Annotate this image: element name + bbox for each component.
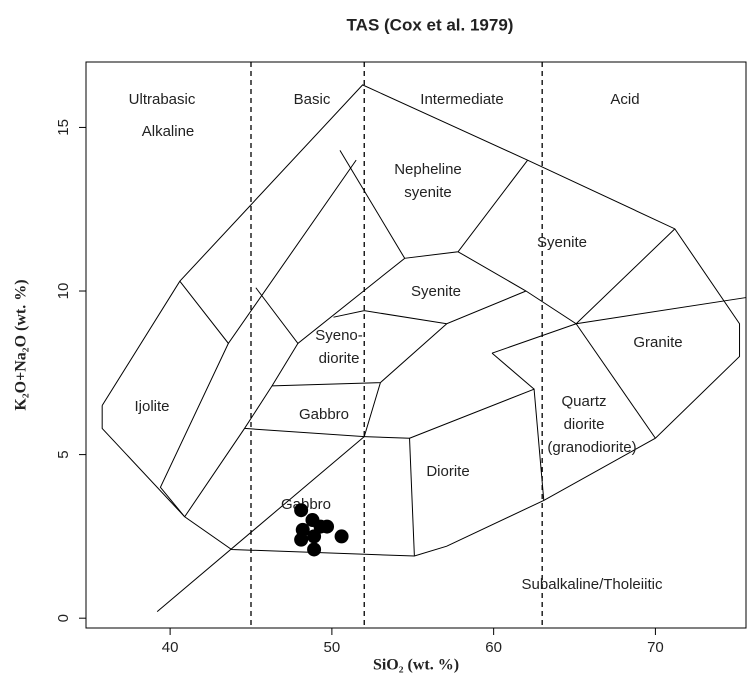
field-label: Ultrabasic xyxy=(129,91,196,108)
field-label: Gabbro xyxy=(299,406,349,423)
field-label: Nepheline xyxy=(394,161,462,178)
field-boundary xyxy=(101,84,741,557)
x-axis-label: SiO₂ (wt. %) xyxy=(373,657,459,674)
y-tick-label: 10 xyxy=(55,283,72,300)
y-tick-label: 0 xyxy=(55,614,72,622)
field-label: Intermediate xyxy=(420,91,503,108)
field-label: (granodiorite) xyxy=(547,439,636,456)
field-boundary xyxy=(457,228,676,325)
field-label: Alkaline xyxy=(142,123,195,140)
field-boundary xyxy=(409,388,545,501)
field-label: Quartz xyxy=(561,393,606,410)
field-boundary xyxy=(333,290,527,325)
field-boundary xyxy=(184,343,299,518)
chart-title: TAS (Cox et al. 1979) xyxy=(347,15,514,34)
data-point xyxy=(294,532,309,547)
field-boundary xyxy=(159,343,229,518)
field-label: Syenite xyxy=(411,283,461,300)
field-label: Diorite xyxy=(426,463,469,480)
field-label: Basic xyxy=(294,91,331,108)
field-boundary xyxy=(179,159,357,345)
field-boundary xyxy=(255,159,529,345)
plot-frame xyxy=(85,61,747,629)
field-label: Acid xyxy=(610,91,639,108)
field-boundary xyxy=(364,436,415,557)
y-tick-label: 5 xyxy=(55,450,72,458)
field-label: Granite xyxy=(633,334,682,351)
data-point xyxy=(307,542,322,557)
y-tick-label: 15 xyxy=(55,119,72,136)
field-label: diorite xyxy=(564,416,605,433)
field-boundary xyxy=(575,323,656,439)
x-tick-label: 70 xyxy=(647,639,664,656)
field-label: Ijolite xyxy=(134,398,169,415)
field-boundary xyxy=(491,352,535,390)
x-tick-label: 60 xyxy=(485,639,502,656)
data-point xyxy=(294,503,309,518)
y-axis-label: K₂O+Na₂O (wt. %) xyxy=(13,279,30,410)
field-label: syenite xyxy=(404,184,452,201)
data-point xyxy=(320,519,335,534)
data-point xyxy=(334,529,349,544)
field-label: diorite xyxy=(319,350,360,367)
field-label: Syenite xyxy=(537,234,587,251)
field-boundary xyxy=(339,150,406,259)
field-label: Syeno- xyxy=(315,327,363,344)
x-tick-label: 50 xyxy=(324,639,341,656)
field-boundary xyxy=(156,436,365,613)
field-label: Subalkaline/Tholeiitic xyxy=(522,576,663,593)
field-label: Gabbro xyxy=(281,496,331,513)
x-tick-label: 40 xyxy=(162,639,179,656)
field-boundary xyxy=(491,297,747,354)
data-point xyxy=(307,529,322,544)
